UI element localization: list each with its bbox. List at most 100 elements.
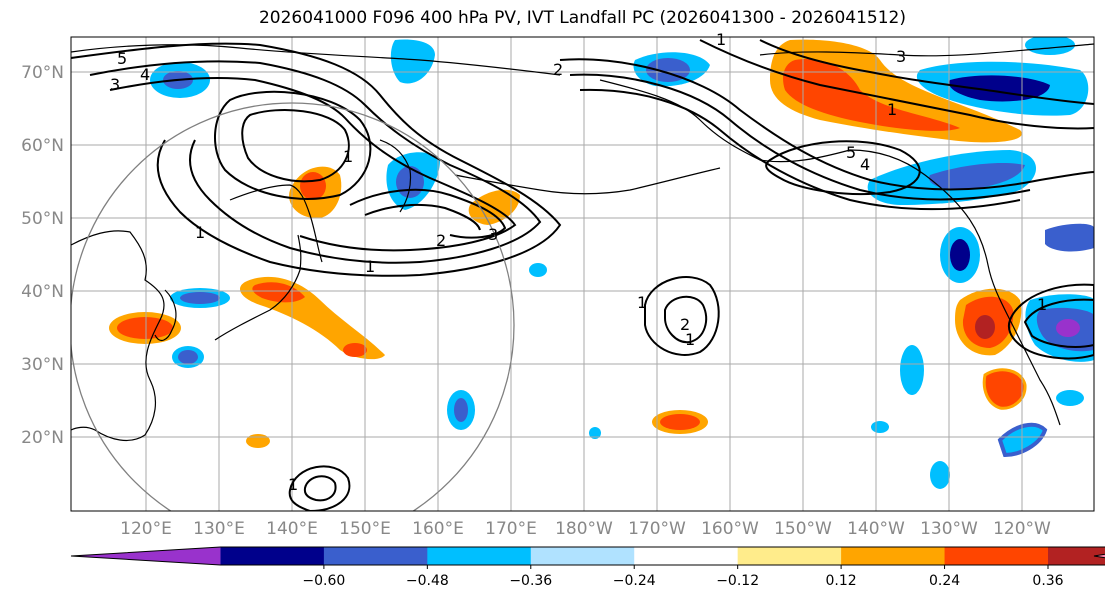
contour-label: 3 xyxy=(488,225,498,244)
colorbar-segment xyxy=(737,547,842,565)
coast-kamchatka xyxy=(379,139,412,213)
contour-bight-1 xyxy=(349,188,507,239)
latitude-labels: 70°N 60°N 50°N 40°N 30°N 20°N xyxy=(21,63,64,448)
colorbar-outline xyxy=(70,546,1105,566)
coast-siberia-north xyxy=(71,44,561,76)
contour-trough-mid xyxy=(89,60,542,264)
colorbar-segment xyxy=(323,547,428,565)
positive-anomaly-korea-core xyxy=(117,317,173,339)
negative-anomaly-tropic-2 xyxy=(930,461,950,489)
positive-anomaly-gulf-core xyxy=(783,59,960,131)
colorbar-tick-label: 0.12 xyxy=(826,573,857,589)
contour-arctic-2 xyxy=(759,39,1094,105)
negative-anomaly-central-2 xyxy=(529,263,547,277)
contour-label: 5 xyxy=(846,143,856,162)
negative-anomaly-tropic-3 xyxy=(1056,390,1084,406)
lon-label: 170°E xyxy=(485,519,537,539)
contour-labels: 5 4 3 1 1 1 2 3 2 1 3 1 5 4 1 2 1 1 1 xyxy=(110,30,1047,494)
contour-label: 2 xyxy=(553,60,563,79)
lon-label: 180°W xyxy=(555,519,613,539)
negative-anomaly-coast-core xyxy=(929,163,1025,190)
lat-label: 70°N xyxy=(21,63,64,83)
lon-label: 120°W xyxy=(993,519,1051,539)
contour-label: 1 xyxy=(195,223,205,242)
contour-ridge-2 xyxy=(569,73,1031,201)
positive-anomaly-south-ca xyxy=(982,368,1027,410)
contour-trough-inner xyxy=(109,77,517,252)
positive-anomaly-hawaii-core xyxy=(660,414,700,430)
colorbar-tick-label: 0.24 xyxy=(929,573,960,589)
negative-anomaly-ne xyxy=(1045,223,1094,252)
colorbar-tick-label: −0.24 xyxy=(613,573,656,589)
negative-anomaly-tropic-4 xyxy=(871,421,889,433)
contour-label: 1 xyxy=(365,257,375,276)
colorbar-tick-label: 0.36 xyxy=(1032,573,1063,589)
colorbar-extension-min xyxy=(71,547,221,565)
colorbar-segment xyxy=(530,547,635,565)
lon-label: 160°E xyxy=(412,519,464,539)
contour-arctic-1 xyxy=(699,39,1094,130)
contour-label: 1 xyxy=(1037,295,1047,314)
map-frame xyxy=(70,36,1095,512)
contour-alaska-closed xyxy=(765,140,921,195)
contour-label: 5 xyxy=(117,49,127,68)
contour-low-ring-2 xyxy=(241,109,350,183)
lat-label: 30°N xyxy=(21,355,64,375)
contour-label: 1 xyxy=(637,293,647,312)
positive-anomaly-okhotsk-core xyxy=(300,172,326,200)
coast-asia xyxy=(71,230,165,442)
negative-anomaly-bc-core xyxy=(950,239,970,271)
contour-ca-low-outer xyxy=(1007,283,1094,360)
longitude-labels: 120°E 130°E 140°E 150°E 160°E 170°E 180°… xyxy=(120,519,1051,539)
contour-label: 1 xyxy=(887,100,897,119)
contour-ridge-3 xyxy=(579,88,1021,211)
contour-label: 1 xyxy=(343,147,353,166)
colorbar-tick-label: −0.12 xyxy=(716,573,759,589)
contour-ca-low-inner xyxy=(1023,298,1094,348)
negative-anomaly-tropic-1 xyxy=(900,345,924,395)
colorbar-tick-label: −0.48 xyxy=(406,573,449,589)
map-panel: 5 4 3 1 1 1 2 3 2 1 3 1 5 4 1 2 1 1 1 xyxy=(70,30,1095,512)
negative-anomaly-central-3 xyxy=(589,427,601,439)
contour-label: 2 xyxy=(436,231,446,250)
coast-korea xyxy=(154,289,177,342)
colorbar: −0.60−0.48−0.36−0.24−0.120.120.240.360.4… xyxy=(70,546,1105,589)
lat-label: 60°N xyxy=(21,136,64,156)
contour-label: 4 xyxy=(140,65,150,84)
pv-contours xyxy=(71,39,1094,511)
negative-anomaly-sea-of-japan-core xyxy=(180,292,220,304)
contour-ridge-1 xyxy=(559,58,1094,191)
colorbar-segment xyxy=(220,547,325,565)
coast-arctic-canada xyxy=(759,43,1094,57)
contour-label: 3 xyxy=(110,75,120,94)
colorbar-segment xyxy=(841,547,946,565)
contour-low-ring-1 xyxy=(214,90,372,200)
graticule xyxy=(71,37,1094,511)
contour-label: 1 xyxy=(716,30,726,49)
colorbar-segment xyxy=(1048,547,1105,565)
coast-okhotsk xyxy=(229,184,323,263)
negative-anomaly-yakutat xyxy=(1025,37,1075,55)
landfall-region-circle xyxy=(71,102,515,511)
contour-bight-2 xyxy=(364,203,481,231)
coast-aleutians xyxy=(454,167,721,195)
contour-label: 4 xyxy=(860,155,870,174)
contour-south-low-inner xyxy=(303,475,337,502)
lon-label: 150°W xyxy=(774,519,832,539)
negative-anomaly-california-max xyxy=(1056,319,1080,337)
positive-anomaly-japan-tail xyxy=(343,343,367,357)
contour-label: 3 xyxy=(896,47,906,66)
lat-label: 20°N xyxy=(21,428,64,448)
contour-label: 2 xyxy=(680,315,690,334)
contour-hawaii-low-outer xyxy=(644,276,720,356)
lon-label: 120°E xyxy=(120,519,172,539)
positive-anomaly-offshore-max xyxy=(975,315,995,339)
lat-label: 40°N xyxy=(21,282,64,302)
contour-south-low-outer xyxy=(288,465,351,511)
lon-label: 130°E xyxy=(193,519,245,539)
contour-hawaii-low-inner xyxy=(664,295,708,344)
colorbar-segment xyxy=(427,547,532,565)
lon-label: 170°W xyxy=(628,519,686,539)
colorbar-segment xyxy=(944,547,1049,565)
